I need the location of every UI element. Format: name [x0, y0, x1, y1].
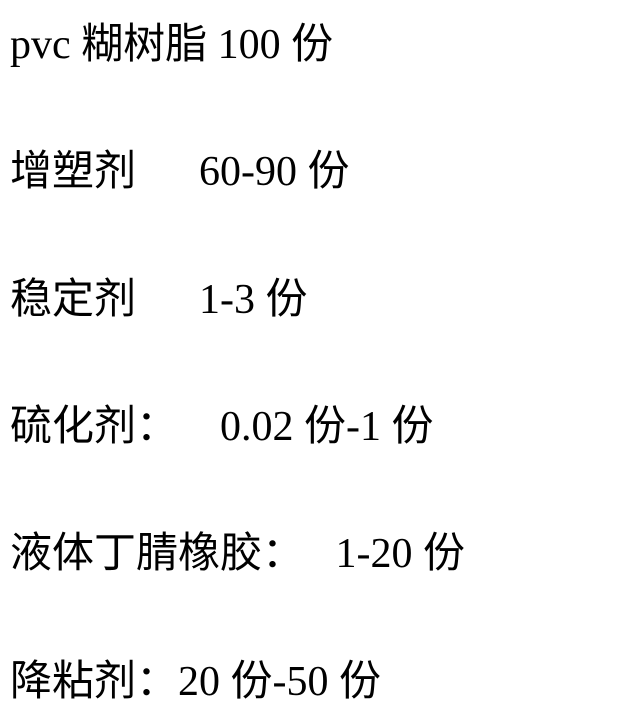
ingredient-row: 增塑剂 60-90 份 [10, 147, 627, 197]
ingredient-label: 降粘剂： [10, 659, 178, 705]
ingredient-spacing [304, 531, 336, 577]
ingredient-label: 稳定剂 [10, 277, 136, 323]
ingredient-label: 液体丁腈橡胶： [10, 531, 304, 577]
ingredient-amount: 1-3 份 [199, 277, 308, 323]
ingredient-list: pvc 糊树脂 100 份 增塑剂 60-90 份 稳定剂 1-3 份 硫化剂：… [10, 20, 627, 707]
ingredient-spacing [178, 404, 220, 450]
ingredient-amount: 100 份 [218, 22, 334, 68]
ingredient-spacing [207, 22, 218, 68]
ingredient-row: pvc 糊树脂 100 份 [10, 20, 627, 70]
ingredient-spacing [136, 149, 199, 195]
ingredient-row: 降粘剂：20 份-50 份 [10, 657, 627, 707]
ingredient-amount: 60-90 份 [199, 149, 350, 195]
ingredient-amount: 0.02 份-1 份 [220, 404, 434, 450]
ingredient-amount: 1-20 份 [336, 531, 466, 577]
ingredient-row: 液体丁腈橡胶： 1-20 份 [10, 529, 627, 579]
ingredient-spacing [136, 277, 199, 323]
ingredient-label: pvc 糊树脂 [10, 22, 207, 68]
ingredient-label: 硫化剂： [10, 404, 178, 450]
ingredient-label: 增塑剂 [10, 149, 136, 195]
ingredient-amount: 20 份-50 份 [178, 659, 381, 705]
ingredient-row: 稳定剂 1-3 份 [10, 275, 627, 325]
ingredient-row: 硫化剂： 0.02 份-1 份 [10, 402, 627, 452]
